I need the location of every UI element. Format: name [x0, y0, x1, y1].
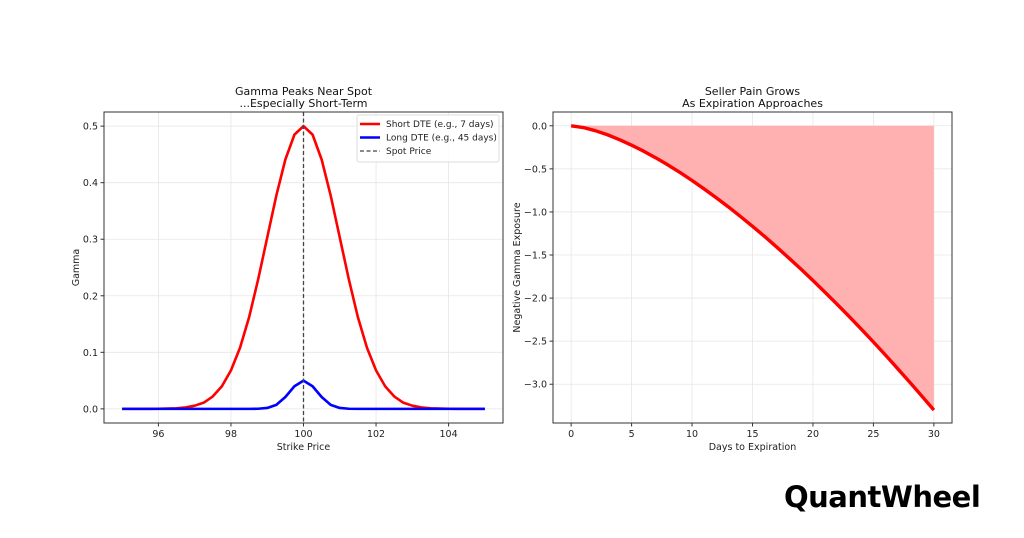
x-tick-label: 98	[225, 429, 237, 440]
x-tick-label: 0	[568, 429, 574, 440]
x-tick-label: 25	[867, 429, 879, 440]
x-tick-label: 20	[807, 429, 819, 440]
chart-gamma: 96 98 100 102 104 0.0 0.1 0.2 0.3 0.4 0.5 Strike Pr…	[71, 85, 504, 453]
chart-title-line-2: As Expiration Approaches	[682, 97, 823, 110]
y-tick-label: 0.2	[83, 291, 98, 302]
x-axis-label: Days to Expiration	[709, 442, 797, 453]
y-tick-label: 0.1	[83, 348, 98, 359]
y-axis-label: Negative Gamma Exposure	[512, 202, 523, 332]
axes-frame	[103, 111, 504, 424]
y-tick-label: −2.0	[524, 294, 547, 305]
y-tick-label: 0.4	[83, 178, 98, 189]
y-axis-label: Gamma	[71, 249, 82, 287]
x-tick-label: 104	[440, 429, 458, 440]
legend-box	[356, 114, 500, 163]
x-tick-label: 96	[152, 429, 164, 440]
y-tick-label: 0.3	[83, 235, 98, 246]
x-tick-label: 30	[928, 429, 940, 440]
y-tick-label: −1.5	[524, 251, 547, 262]
series-line	[570, 124, 936, 412]
y-tick-label: −0.5	[524, 164, 547, 175]
x-tick-label: 100	[294, 429, 312, 440]
y-tick-label: 0.0	[83, 404, 98, 415]
x-axis-label: Strike Price	[277, 442, 331, 453]
chart-title-line-1: Gamma Peaks Near Spot	[235, 85, 373, 98]
x-tick-label: 102	[367, 429, 385, 440]
chart-seller-pain: 0 5 10 15 20 25 30 0.0 −0.5 −1.0 −1.5 −2.0 −2.5 −3.0 D…	[512, 85, 953, 453]
y-tick-label: −3.0	[524, 380, 547, 391]
chart-title-line-2: ...Especially Short-Term	[239, 97, 367, 110]
y-tick-label: −1.0	[524, 207, 547, 218]
legend-label: Spot Price	[386, 147, 432, 157]
axes-frame	[552, 111, 953, 424]
y-tick-label: 0.5	[83, 122, 98, 133]
y-tick-label: −2.5	[524, 337, 547, 348]
chart-title-line-1: Seller Pain Grows	[705, 85, 801, 98]
legend: Short DTE (e.g., 7 days) Long DTE (e.g., …	[356, 114, 500, 163]
x-tick-label: 10	[686, 429, 698, 440]
area-fill	[571, 125, 934, 411]
legend-label: Short DTE (e.g., 7 days)	[386, 120, 494, 130]
quantwheel-logo: QuantWheel	[784, 480, 981, 514]
y-tick-label: 0.0	[532, 121, 547, 132]
x-tick-label: 15	[746, 429, 758, 440]
x-tick-label: 5	[629, 429, 635, 440]
legend-label: Long DTE (e.g., 45 days)	[386, 134, 497, 144]
